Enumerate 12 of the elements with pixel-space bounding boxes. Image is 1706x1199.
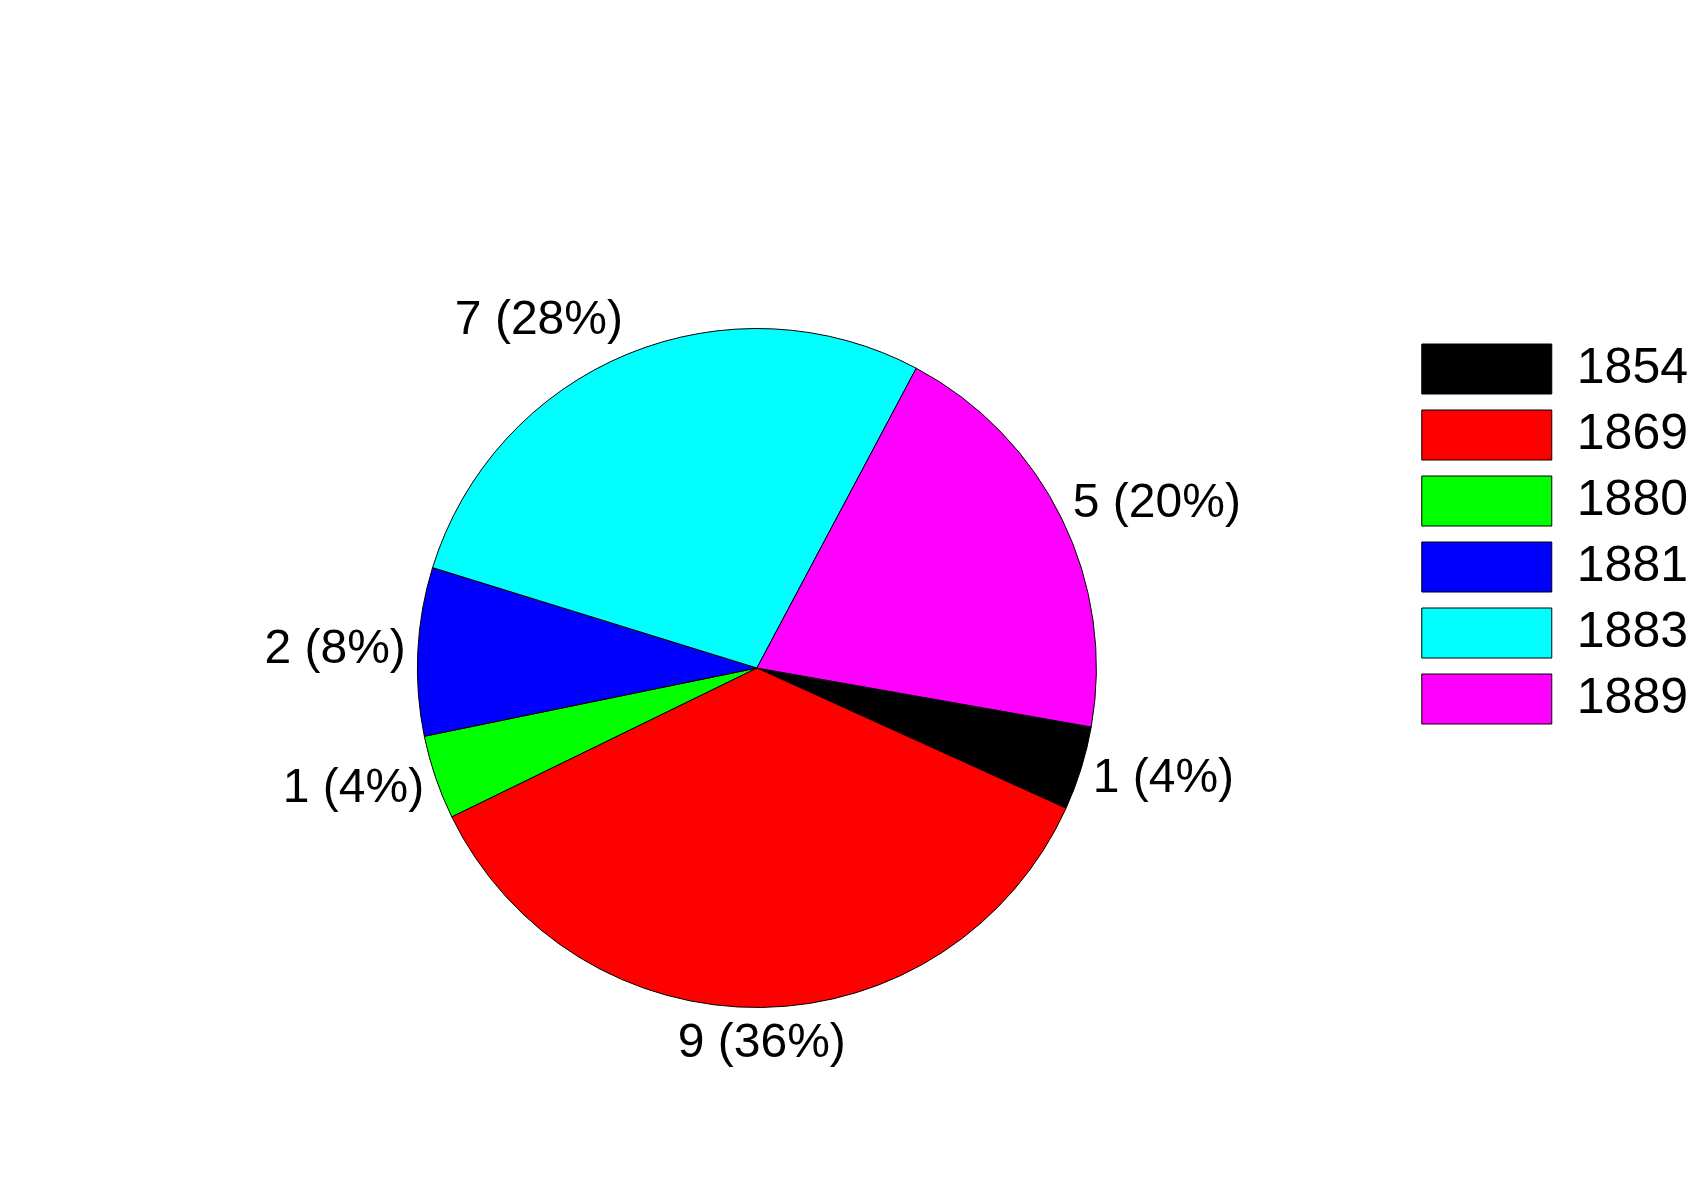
- data-label: 7 (28%): [454, 291, 623, 345]
- legend-label: 1883: [1576, 601, 1688, 658]
- legend-label: 1854: [1576, 337, 1688, 394]
- data-label: 2 (8%): [264, 619, 406, 673]
- legend-label: 1881: [1576, 535, 1688, 592]
- data-label: 5 (20%): [1072, 473, 1241, 527]
- data-label: 9 (36%): [677, 1013, 846, 1067]
- data-label: 1 (4%): [282, 759, 425, 813]
- data-label: 1 (4%): [1092, 749, 1235, 803]
- legend-label: 1869: [1576, 403, 1688, 460]
- legend-label: 1880: [1576, 469, 1688, 526]
- legend-label: 1889: [1576, 667, 1688, 724]
